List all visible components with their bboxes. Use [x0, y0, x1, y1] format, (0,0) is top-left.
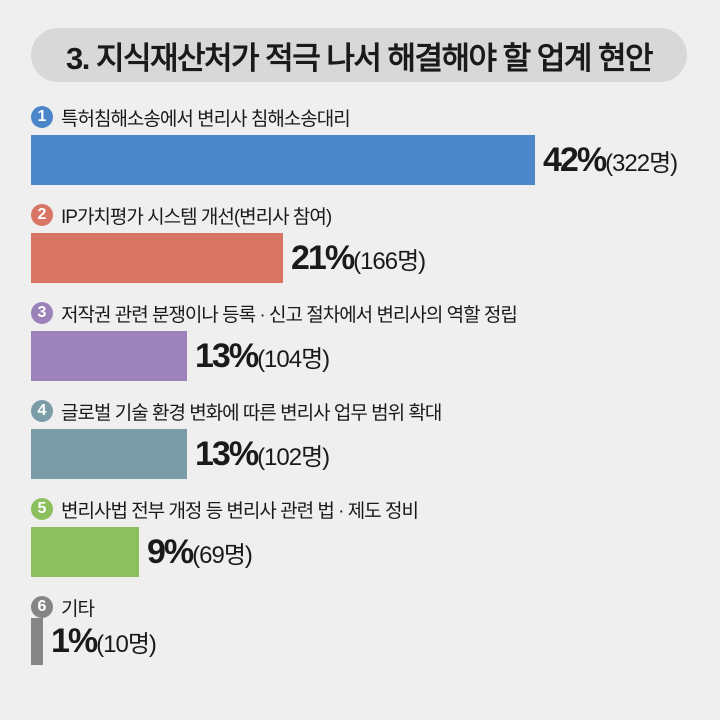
- percent-label: 21%: [291, 238, 355, 277]
- category-text: 글로벌 기술 환경 변화에 따른 변리사 업무 범위 확대: [61, 402, 442, 424]
- rank-number-badge: 3: [31, 302, 53, 324]
- rank-number-badge: 1: [31, 106, 53, 128]
- bar-item: 2 IP가치평가 시스템 개선(변리사 참여) 21% (166명): [0, 202, 720, 300]
- value-label: 13% (102명): [195, 429, 330, 479]
- count-label: (322명): [605, 149, 678, 177]
- bar-item: 6 기타 1% (10명): [0, 594, 720, 692]
- count-label: (104명): [257, 345, 330, 373]
- category-text: 저작권 관련 분쟁이나 등록 · 신고 절차에서 변리사의 역할 정립: [61, 304, 518, 326]
- category-label: 1 특허침해소송에서 변리사 침해소송대리: [31, 104, 351, 130]
- rank-number-badge: 6: [31, 596, 53, 618]
- bar: [31, 331, 187, 381]
- value-label: 9% (69명): [147, 527, 253, 577]
- bar: [31, 618, 43, 665]
- category-label: 4 글로벌 기술 환경 변화에 따른 변리사 업무 범위 확대: [31, 398, 442, 424]
- rank-number-badge: 4: [31, 400, 53, 422]
- percent-label: 1%: [51, 622, 98, 660]
- category-text: 특허침해소송에서 변리사 침해소송대리: [61, 108, 351, 130]
- bar: [31, 233, 283, 283]
- value-label: 21% (166명): [291, 233, 426, 283]
- bar: [31, 135, 535, 185]
- rank-number-badge: 5: [31, 498, 53, 520]
- category-text: 기타: [61, 598, 95, 620]
- percent-label: 13%: [195, 434, 259, 473]
- category-text: 변리사법 전부 개정 등 변리사 관련 법 · 제도 정비: [61, 500, 419, 522]
- bar-item: 4 글로벌 기술 환경 변화에 따른 변리사 업무 범위 확대 13% (102…: [0, 398, 720, 496]
- count-label: (69명): [192, 541, 253, 569]
- count-label: (166명): [353, 247, 426, 275]
- bar-item: 5 변리사법 전부 개정 등 변리사 관련 법 · 제도 정비 9% (69명): [0, 496, 720, 594]
- percent-label: 42%: [543, 140, 607, 179]
- rank-number-badge: 2: [31, 204, 53, 226]
- percent-label: 13%: [195, 336, 259, 375]
- chart-title-banner: 3. 지식재산처가 적극 나서 해결해야 할 업계 현안: [31, 28, 687, 82]
- value-label: 13% (104명): [195, 331, 330, 381]
- count-label: (102명): [257, 443, 330, 471]
- bar-item: 1 특허침해소송에서 변리사 침해소송대리 42% (322명): [0, 104, 720, 202]
- bar: [31, 527, 139, 577]
- category-label: 3 저작권 관련 분쟁이나 등록 · 신고 절차에서 변리사의 역할 정립: [31, 300, 518, 326]
- bar: [31, 429, 187, 479]
- category-label: 2 IP가치평가 시스템 개선(변리사 참여): [31, 202, 332, 228]
- category-label: 5 변리사법 전부 개정 등 변리사 관련 법 · 제도 정비: [31, 496, 419, 522]
- bar-item: 3 저작권 관련 분쟁이나 등록 · 신고 절차에서 변리사의 역할 정립 13…: [0, 300, 720, 398]
- chart-title: 3. 지식재산처가 적극 나서 해결해야 할 업계 현안: [65, 40, 654, 76]
- category-label: 6 기타: [31, 594, 95, 620]
- category-text: IP가치평가 시스템 개선(변리사 참여): [61, 206, 332, 228]
- count-label: (10명): [96, 631, 157, 658]
- percent-label: 9%: [147, 532, 194, 571]
- value-label: 42% (322명): [543, 135, 678, 185]
- value-label: 1% (10명): [51, 618, 157, 665]
